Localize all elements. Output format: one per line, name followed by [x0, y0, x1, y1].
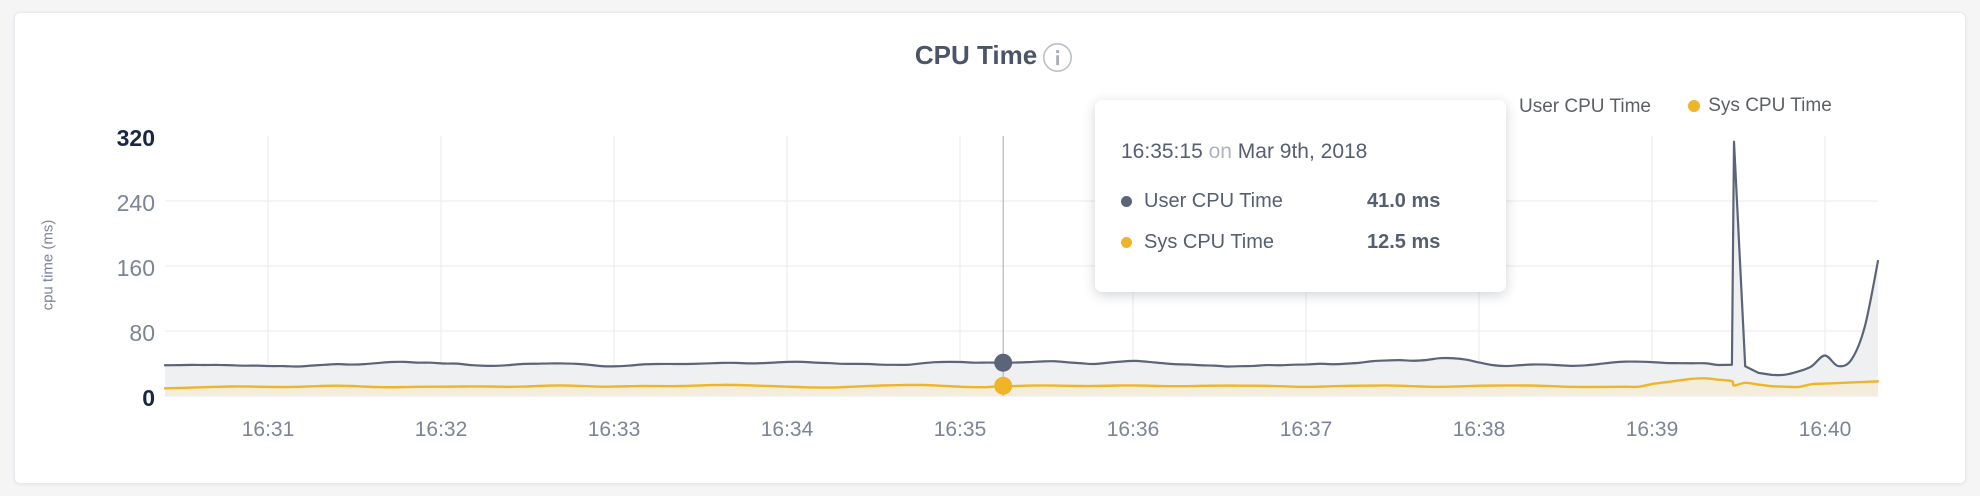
- svg-text:16:37: 16:37: [1280, 418, 1333, 441]
- svg-text:240: 240: [117, 190, 155, 216]
- svg-text:16:38: 16:38: [1453, 418, 1506, 441]
- svg-text:80: 80: [129, 320, 155, 346]
- svg-text:16:32: 16:32: [415, 418, 468, 441]
- svg-text:16:34: 16:34: [761, 418, 814, 441]
- svg-text:16:39: 16:39: [1626, 418, 1679, 441]
- svg-text:16:35: 16:35: [934, 418, 987, 441]
- svg-text:320: 320: [117, 125, 155, 151]
- svg-text:0: 0: [142, 385, 155, 411]
- svg-text:16:40: 16:40: [1799, 418, 1852, 441]
- svg-text:160: 160: [117, 255, 155, 281]
- svg-text:16:31: 16:31: [242, 418, 295, 441]
- svg-text:16:33: 16:33: [588, 418, 641, 441]
- svg-text:16:36: 16:36: [1107, 418, 1160, 441]
